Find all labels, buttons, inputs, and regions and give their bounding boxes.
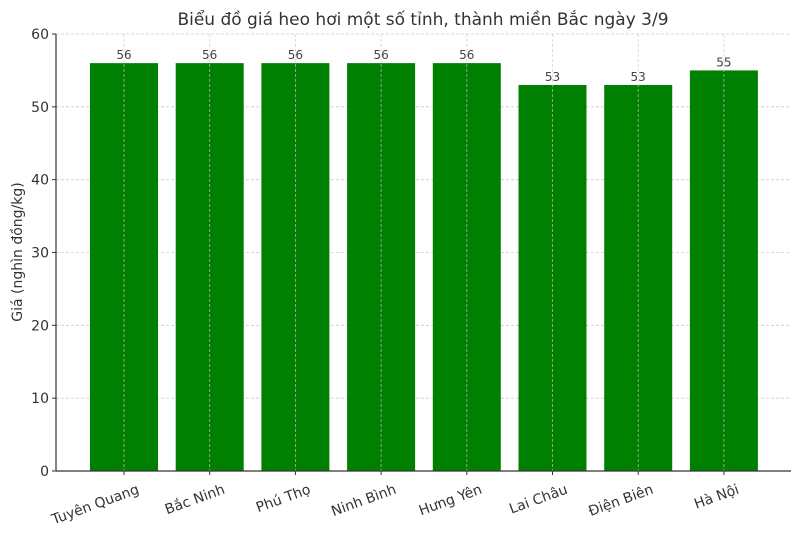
y-tick-label: 10 — [31, 391, 49, 407]
x-tick-label: Tuyên Quang — [49, 482, 142, 529]
y-tick-label: 50 — [31, 100, 49, 116]
y-axis-label: Giá (nghìn đồng/kg) — [9, 182, 26, 321]
bar — [518, 84, 587, 471]
x-tick-label: Lai Châu — [507, 482, 570, 518]
y-tick-label: 60 — [31, 27, 49, 43]
bar-value-label: 56 — [373, 48, 388, 62]
y-axis-ticks: 0 10 20 30 40 50 60 — [31, 27, 56, 480]
vertical-grid-lines — [123, 34, 725, 471]
x-tick-label: Ninh Bình — [329, 482, 398, 520]
y-tick-label: 0 — [40, 464, 49, 480]
bar-value-label: 56 — [288, 48, 303, 62]
x-tick-label: Hà Nội — [692, 482, 741, 513]
x-tick-label: Phú Thọ — [254, 482, 313, 516]
bar-value-labels: 56 56 56 56 56 53 53 55 — [116, 48, 731, 84]
x-tick-label: Điện Biên — [587, 482, 656, 520]
bar-value-label: 53 — [545, 70, 560, 84]
x-axis-ticks: Tuyên Quang Bắc Ninh Phú Thọ Ninh Bình Hưng … — [49, 471, 741, 529]
chart-title: Biểu đồ giá heo hơi một số tỉnh, thành m… — [177, 9, 668, 30]
x-tick-label: Hưng Yên — [417, 482, 484, 520]
bar-value-label: 56 — [459, 48, 474, 62]
x-tick-label: Bắc Ninh — [163, 481, 228, 518]
bar — [604, 84, 673, 471]
bar-value-label: 56 — [116, 48, 131, 62]
y-tick-label: 20 — [31, 318, 49, 334]
bars — [90, 63, 758, 472]
grid-lines — [56, 33, 791, 399]
y-tick-label: 30 — [31, 246, 49, 262]
bar-value-label: 56 — [202, 48, 217, 62]
bar-value-label: 53 — [631, 70, 646, 84]
bar-value-label: 55 — [716, 55, 731, 69]
y-tick-label: 40 — [31, 173, 49, 189]
